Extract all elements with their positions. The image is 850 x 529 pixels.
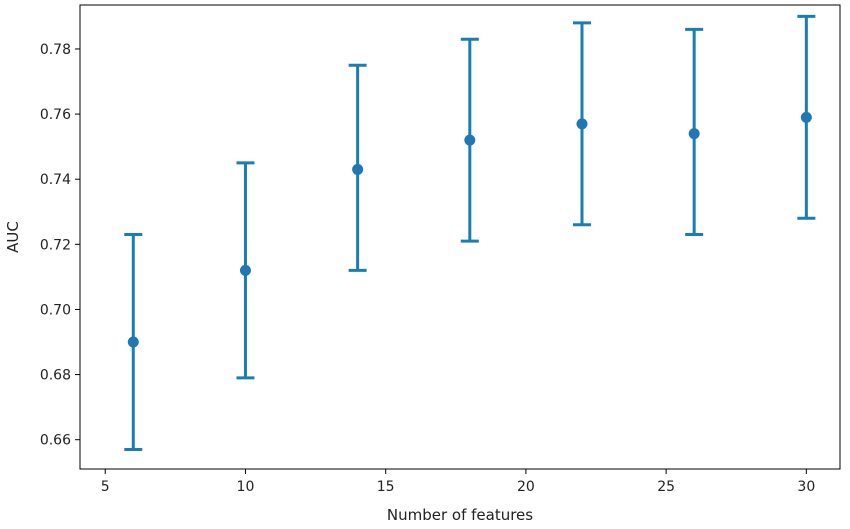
y-axis-label: AUC (4, 221, 22, 253)
x-tick-label: 20 (517, 479, 535, 495)
x-tick-label: 10 (237, 479, 255, 495)
data-point (688, 128, 700, 140)
y-tick-label: 0.74 (40, 172, 71, 188)
y-tick-label: 0.78 (40, 42, 71, 58)
x-tick-label: 5 (101, 479, 110, 495)
y-tick-label: 0.76 (40, 107, 71, 123)
data-point (800, 111, 812, 123)
y-tick-label: 0.68 (40, 368, 71, 384)
plot-frame (79, 4, 841, 470)
x-tick-label: 30 (797, 479, 815, 495)
data-point (464, 134, 476, 146)
y-tick-label: 0.70 (40, 302, 71, 318)
y-tick-label: 0.66 (40, 433, 71, 449)
y-axis-ticks: 0.66 0.68 0.70 0.72 0.74 0.76 0.78 (40, 42, 80, 449)
x-axis-ticks: 5 10 15 20 25 30 (101, 469, 815, 495)
data-point (127, 336, 139, 348)
data-point (239, 264, 251, 276)
plot-background (80, 5, 840, 469)
point-group (127, 111, 812, 348)
x-tick-label: 25 (657, 479, 675, 495)
x-axis-label: Number of features (387, 506, 533, 524)
y-tick-label: 0.72 (40, 237, 71, 253)
data-point (352, 163, 364, 175)
x-tick-label: 15 (377, 479, 395, 495)
data-point (576, 118, 588, 130)
